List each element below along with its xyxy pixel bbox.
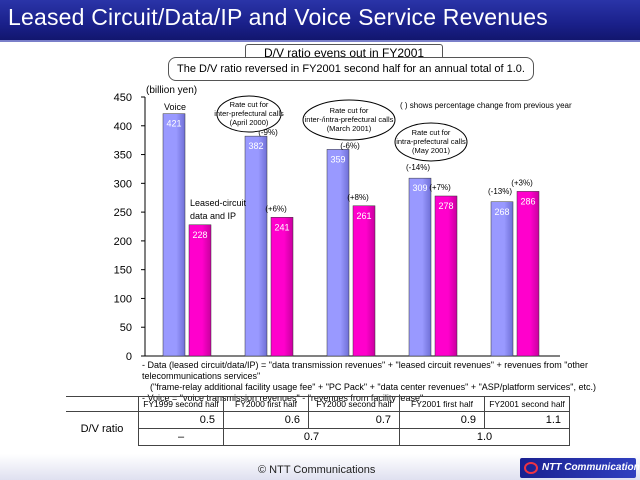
change-label: (+3%) — [511, 178, 533, 187]
bar-value-label: 286 — [520, 196, 535, 206]
rate-cut-callout — [302, 99, 396, 141]
table-cell: 0.7 — [308, 411, 400, 429]
bar-voice — [326, 149, 350, 357]
rate-cut-label: Rate cut for — [330, 106, 369, 115]
y-tick-label: 0 — [126, 351, 132, 363]
bar-data — [434, 195, 458, 357]
title-bar: Leased Circuit/Data/IP and Voice Service… — [0, 0, 640, 40]
logo-mark-icon — [524, 462, 538, 474]
rate-cut-callout — [394, 122, 468, 162]
bar-value-label: 309 — [412, 183, 427, 193]
bar-value-label: 421 — [166, 119, 181, 129]
table-cell: 0.9 — [399, 411, 485, 429]
header-rule — [0, 40, 640, 42]
table-row: – 0.7 1.0 — [66, 428, 570, 446]
series-label-data: data and IP — [190, 211, 236, 221]
bar-voice — [162, 113, 186, 357]
bar-data — [352, 205, 376, 357]
table-header-cell: FY2000 second half — [308, 396, 400, 412]
change-label: (+8%) — [347, 193, 369, 202]
rate-cut-label: Rate cut for — [230, 100, 269, 109]
table-cell: – — [138, 428, 224, 446]
table-row-label: D/V ratio — [66, 411, 139, 446]
bar-data — [516, 191, 540, 357]
bar-value-label: 268 — [494, 207, 509, 217]
dv-ratio-table: FY1999 second half FY2000 first half FY2… — [66, 396, 570, 446]
table-cell: 1.0 — [399, 428, 570, 446]
change-label: (-9%) — [258, 128, 278, 137]
bar-voice — [408, 177, 432, 357]
rate-cut-label: intra-prefectural calls — [396, 137, 466, 146]
change-label: (-6%) — [340, 141, 360, 150]
table-header-cell: FY1999 second half — [138, 396, 224, 412]
y-tick-label: 50 — [120, 322, 132, 334]
bar-value-label: 278 — [438, 201, 453, 211]
y-tick-label: 300 — [114, 178, 132, 190]
chart-axes: 0 50 100 150 200 250 300 350 400 450 (billion yen) — [114, 85, 560, 363]
change-label: (-13%) — [488, 187, 512, 196]
y-tick-label: 250 — [114, 207, 132, 219]
change-label: (+6%) — [265, 204, 287, 213]
y-tick-label: 100 — [114, 293, 132, 305]
change-label: (+7%) — [429, 183, 451, 192]
bar-value-label: 228 — [192, 230, 207, 240]
bar-value-label: 382 — [248, 141, 263, 151]
legend-note: ( ) shows percentage change from previou… — [400, 101, 572, 110]
table-cell: 0.6 — [223, 411, 309, 429]
table-corner — [66, 396, 139, 412]
rate-cut-label: Rate cut for — [412, 128, 451, 137]
table-cell: 1.1 — [484, 411, 570, 429]
rate-cut-label: inter-prefectural calls — [214, 109, 284, 118]
rate-cut-label: (May 2001) — [412, 146, 450, 155]
table-header-cell: FY2001 first half — [399, 396, 485, 412]
y-tick-label: 200 — [114, 236, 132, 248]
footnote: - Data (leased circuit/data/IP) = "data … — [142, 360, 588, 381]
chart-annotations: Voice Leased-circuit data and IP ( ) shows … — [164, 95, 572, 221]
table-row: D/V ratio 0.5 0.6 0.7 0.9 1.1 — [66, 411, 570, 446]
bar-voice — [490, 201, 514, 357]
subheadline-callout: The D/V ratio reversed in FY2001 second … — [168, 57, 534, 81]
bar-value-label: 241 — [274, 222, 289, 232]
bar-voice — [244, 135, 268, 357]
rate-cut-label: (March 2001) — [327, 124, 372, 133]
y-axis-label: (billion yen) — [146, 85, 197, 96]
footnote: ("frame-relay additional facility usage … — [150, 382, 597, 392]
y-tick-label: 150 — [114, 265, 132, 277]
rate-cut-label: inter-/intra-prefectural calls — [305, 115, 394, 124]
table-cell: 0.7 — [223, 428, 400, 446]
copyright: © NTT Communications — [258, 464, 376, 476]
page-title: Leased Circuit/Data/IP and Voice Service… — [8, 4, 548, 30]
change-label: (-14%) — [406, 163, 430, 172]
logo-text: NTT Communications — [542, 462, 640, 473]
rate-cut-callout — [216, 95, 282, 133]
series-label-data: Leased-circuit — [190, 198, 247, 208]
table-header-row: FY1999 second half FY2000 first half FY2… — [66, 396, 570, 412]
chart-bars: 421 382 (-9%) 359 (-6%) 309 (-14%) 268 (-13%) 228… — [162, 113, 540, 357]
company-logo: NTT Communications — [520, 458, 640, 478]
series-label-voice: Voice — [164, 102, 186, 112]
bar-data — [270, 217, 294, 357]
table-header-cell: FY2001 second half — [484, 396, 570, 412]
bar-value-label: 261 — [356, 211, 371, 221]
y-tick-label: 450 — [114, 92, 132, 104]
y-tick-label: 350 — [114, 150, 132, 162]
table-header-cell: FY2000 first half — [223, 396, 309, 412]
rate-cut-label: (April 2000) — [230, 118, 269, 127]
bar-value-label: 359 — [330, 154, 345, 164]
table-cell: 0.5 — [138, 411, 224, 429]
y-tick-label: 400 — [114, 121, 132, 133]
bar-data — [188, 224, 212, 357]
